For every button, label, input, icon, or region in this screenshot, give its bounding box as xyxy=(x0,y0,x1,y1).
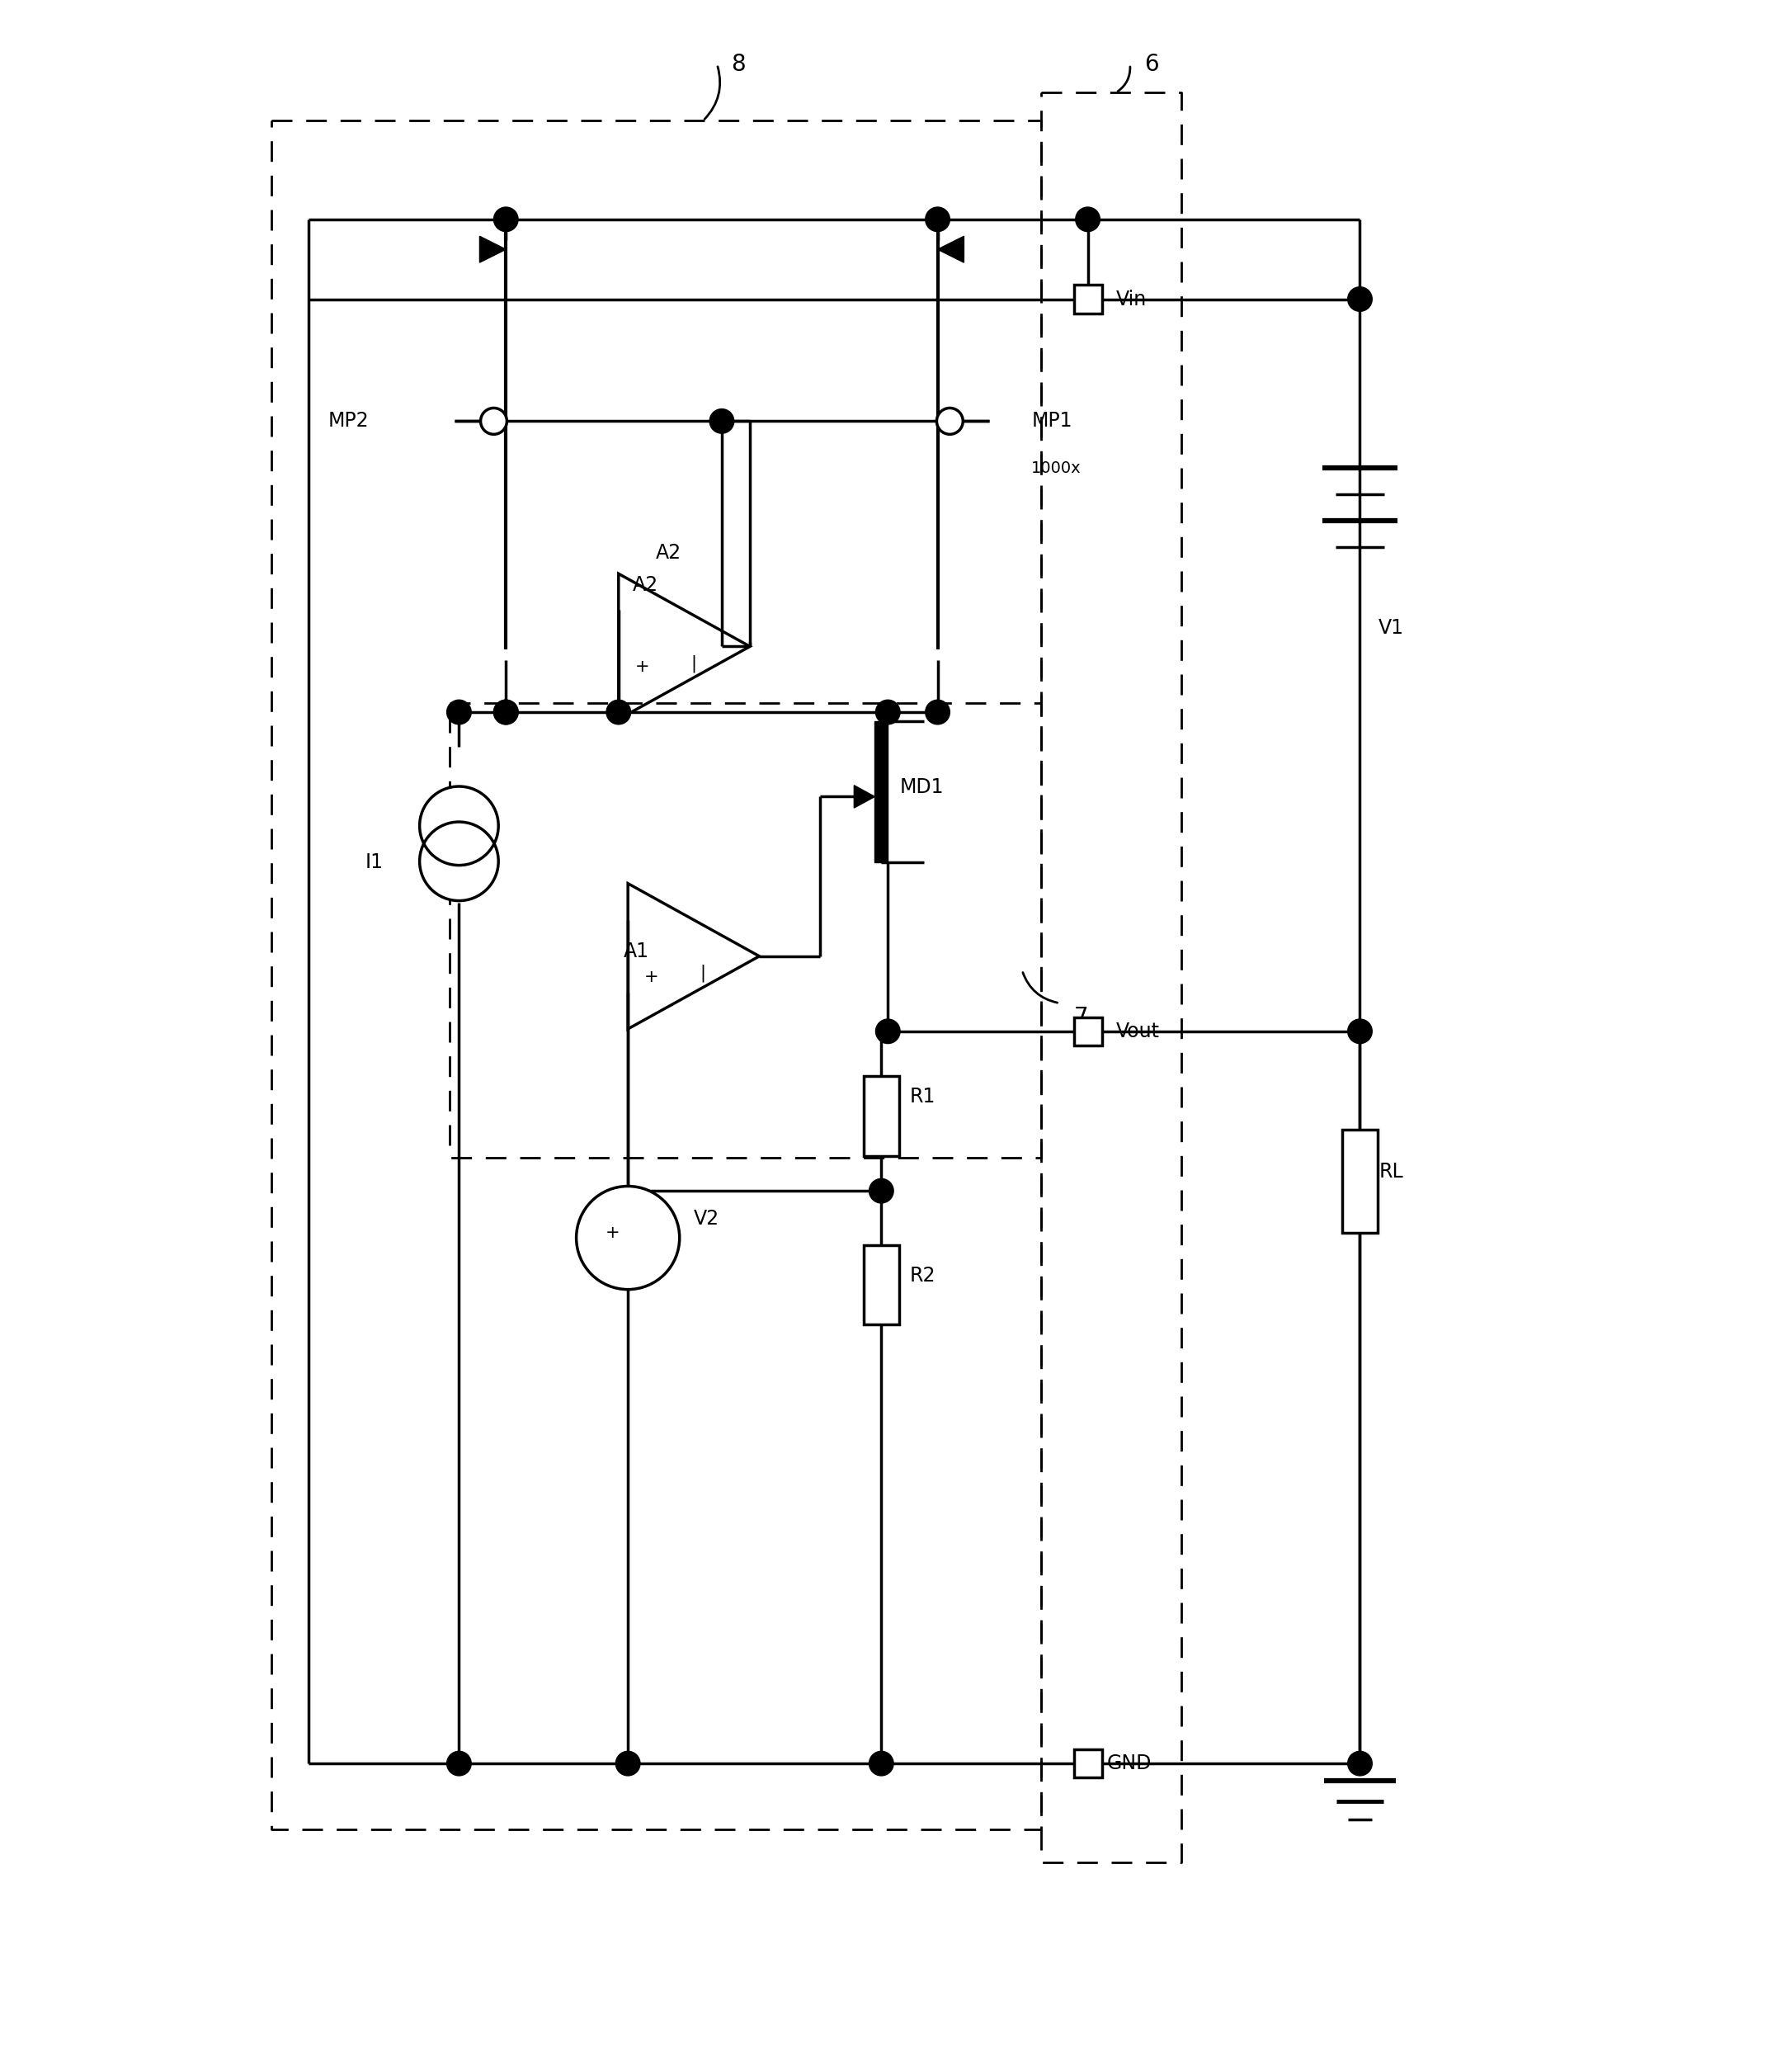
Circle shape xyxy=(606,700,631,725)
Circle shape xyxy=(1076,207,1100,232)
Text: |: | xyxy=(700,963,705,982)
Bar xyxy=(863,1075,898,1156)
Text: MP2: MP2 xyxy=(328,410,369,431)
Text: +: + xyxy=(643,968,659,984)
Circle shape xyxy=(615,1751,640,1776)
Circle shape xyxy=(494,700,517,725)
Bar xyxy=(1074,286,1102,313)
Circle shape xyxy=(1348,286,1372,311)
Circle shape xyxy=(925,207,950,232)
Circle shape xyxy=(420,823,498,901)
Circle shape xyxy=(480,408,507,435)
Text: I1: I1 xyxy=(365,852,383,872)
Circle shape xyxy=(937,408,962,435)
Circle shape xyxy=(1348,1751,1372,1776)
Text: A1: A1 xyxy=(624,941,649,961)
Text: +: + xyxy=(634,659,649,675)
Text: MD1: MD1 xyxy=(900,777,944,798)
Text: 1000x: 1000x xyxy=(1031,460,1081,477)
Circle shape xyxy=(576,1185,679,1289)
Text: A2: A2 xyxy=(633,576,657,595)
Circle shape xyxy=(925,700,950,725)
Text: 6: 6 xyxy=(1145,54,1159,77)
Circle shape xyxy=(420,787,498,866)
Circle shape xyxy=(875,1019,900,1044)
Circle shape xyxy=(447,700,471,725)
Bar xyxy=(875,721,888,862)
Text: |: | xyxy=(691,655,696,671)
Text: 7: 7 xyxy=(1074,1005,1088,1030)
Circle shape xyxy=(1348,1019,1372,1044)
Circle shape xyxy=(868,1751,893,1776)
Text: MP1: MP1 xyxy=(1031,410,1072,431)
Text: RL: RL xyxy=(1379,1162,1403,1181)
Bar xyxy=(1074,1749,1102,1778)
Polygon shape xyxy=(854,785,875,808)
Text: +: + xyxy=(606,1225,620,1241)
Bar xyxy=(1074,1017,1102,1046)
Polygon shape xyxy=(480,236,507,263)
Bar xyxy=(863,1245,898,1324)
Circle shape xyxy=(494,700,517,725)
Circle shape xyxy=(875,700,900,725)
Bar xyxy=(1341,1129,1379,1233)
Text: A2: A2 xyxy=(656,543,682,562)
Polygon shape xyxy=(937,236,964,263)
Text: V2: V2 xyxy=(693,1210,719,1229)
Text: Vout: Vout xyxy=(1116,1021,1159,1042)
Circle shape xyxy=(868,1179,893,1204)
Text: R2: R2 xyxy=(909,1266,936,1285)
Circle shape xyxy=(494,207,517,232)
Text: R1: R1 xyxy=(909,1088,936,1106)
Text: GND: GND xyxy=(1106,1753,1152,1774)
Text: V1: V1 xyxy=(1379,617,1403,638)
Circle shape xyxy=(447,1751,471,1776)
Circle shape xyxy=(709,408,734,433)
Text: 8: 8 xyxy=(732,54,746,77)
Text: Vin: Vin xyxy=(1116,290,1146,309)
